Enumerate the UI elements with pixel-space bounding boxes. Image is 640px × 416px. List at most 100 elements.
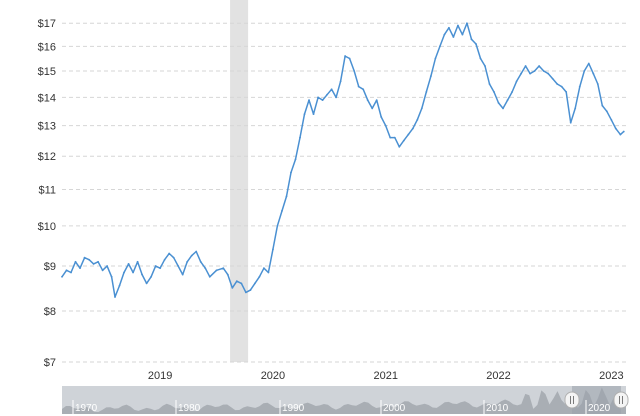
- navigator-year-label: 2000: [383, 403, 406, 414]
- y-tick-label: $8: [44, 306, 56, 318]
- x-tick-label: 2019: [148, 370, 172, 382]
- recession-band: [230, 0, 249, 362]
- data-point: [547, 72, 550, 75]
- series-line: [61, 22, 625, 298]
- recession-bands: [230, 0, 249, 362]
- data-point: [123, 271, 125, 274]
- data-point: [258, 275, 261, 278]
- data-point: [470, 38, 473, 41]
- data-point: [159, 267, 162, 270]
- data-point: [484, 65, 486, 67]
- range-navigator[interactable]: 1970 1980 1990 2000 2010 2020: [62, 386, 629, 414]
- data-point: [208, 275, 211, 278]
- data-point: [101, 269, 104, 272]
- data-point: [411, 127, 414, 130]
- navigator-year-label: 1990: [282, 403, 305, 414]
- data-point: [339, 80, 342, 83]
- data-point: [235, 280, 238, 283]
- data-point: [177, 265, 180, 267]
- data-point: [204, 267, 207, 270]
- data-point: [583, 70, 586, 72]
- grip-lines-icon: [570, 396, 574, 404]
- data-point: [506, 99, 509, 102]
- data-point: [110, 275, 113, 278]
- data-point: [222, 267, 225, 270]
- handle-body[interactable]: [564, 391, 580, 409]
- data-point: [619, 133, 622, 136]
- y-tick-label: $15: [38, 66, 56, 78]
- data-point: [502, 107, 504, 110]
- navigator-year-label: 1980: [178, 403, 201, 414]
- data-point: [475, 43, 477, 45]
- data-point: [402, 139, 405, 142]
- data-point: [353, 70, 356, 72]
- data-point: [538, 65, 541, 67]
- data-point: [195, 250, 198, 253]
- y-tick-label: $7: [44, 357, 56, 369]
- data-point: [317, 96, 319, 99]
- data-point: [240, 282, 243, 285]
- y-tick-label: $9: [44, 261, 56, 273]
- data-point: [136, 260, 139, 263]
- data-point: [452, 36, 455, 38]
- data-point: [308, 99, 310, 102]
- data-point: [335, 96, 338, 99]
- y-tick-label: $12: [38, 151, 56, 163]
- data-point: [281, 209, 283, 212]
- data-point: [457, 24, 459, 27]
- x-tick-label: 2021: [373, 370, 397, 382]
- data-point: [488, 83, 491, 85]
- data-point: [168, 252, 171, 255]
- x-tick-label: 2022: [486, 370, 510, 382]
- data-point: [596, 83, 599, 85]
- data-point: [416, 118, 419, 121]
- data-point: [529, 72, 532, 75]
- data-point: [344, 55, 347, 57]
- navigator-history-area: [62, 387, 626, 414]
- data-point: [542, 70, 545, 72]
- data-point: [163, 258, 166, 261]
- data-point: [357, 85, 360, 88]
- y-axis-labels: $7 $8 $9 $10 $11 $12 $13 $14 $15 $16 $17: [38, 18, 56, 369]
- data-point: [145, 282, 148, 285]
- data-point: [106, 265, 109, 267]
- data-point: [276, 224, 279, 227]
- y-tick-label: $11: [38, 184, 56, 196]
- data-point: [154, 265, 157, 267]
- y-tick-label: $16: [38, 41, 56, 53]
- data-point: [172, 256, 175, 259]
- data-point: [141, 273, 143, 276]
- data-point: [267, 271, 270, 274]
- data-point: [366, 99, 369, 102]
- navigator-year-label: 2010: [486, 403, 509, 414]
- data-point: [479, 57, 482, 60]
- x-axis-labels: 2019 2020 2021 2022 2023: [148, 370, 624, 382]
- data-point: [443, 33, 446, 36]
- y-tick-label: $10: [38, 221, 56, 233]
- data-point: [83, 256, 86, 259]
- data-point: [622, 130, 625, 133]
- data-point: [244, 291, 247, 294]
- x-tick-label: 2023: [599, 370, 623, 382]
- data-point: [79, 267, 81, 270]
- data-point: [375, 99, 378, 102]
- data-point: [511, 91, 513, 93]
- data-point: [114, 296, 116, 298]
- data-point: [65, 269, 68, 272]
- navigator-selection[interactable]: [572, 386, 621, 414]
- data-point: [362, 88, 365, 91]
- y-tick-label: $13: [38, 121, 56, 133]
- data-point: [330, 88, 333, 91]
- data-point: [226, 273, 229, 276]
- data-point: [614, 127, 617, 130]
- handle-body[interactable]: [613, 391, 629, 409]
- navigator-right-handle[interactable]: [613, 391, 629, 409]
- data-point: [74, 260, 77, 263]
- data-point: [515, 80, 518, 83]
- data-point: [434, 57, 437, 60]
- data-point: [118, 284, 121, 287]
- navigator-left-handle[interactable]: [564, 391, 580, 409]
- data-point: [70, 271, 72, 274]
- series: [61, 22, 625, 298]
